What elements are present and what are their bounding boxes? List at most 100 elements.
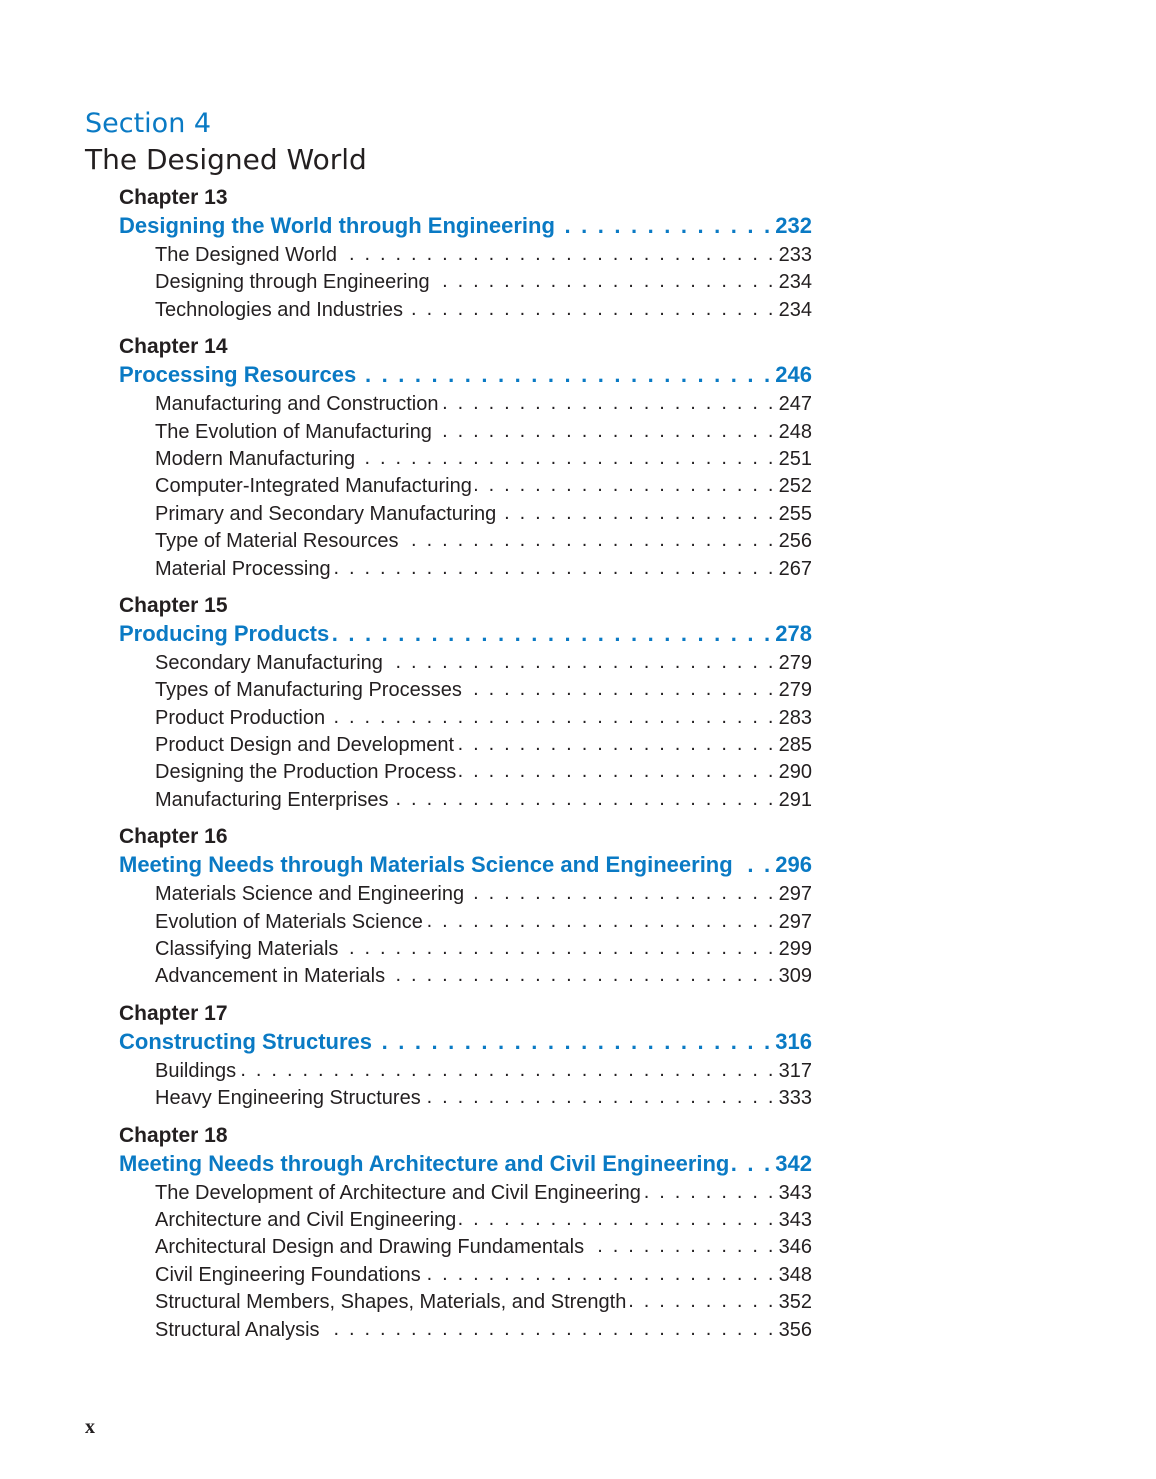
dot-leader	[435, 418, 776, 438]
dot-leader	[459, 758, 775, 778]
dot-leader	[587, 1233, 776, 1253]
dot-leader	[239, 1057, 775, 1077]
toc-entry[interactable]: Manufacturing Enterprises 291	[119, 786, 812, 813]
entry-page-number: 255	[778, 502, 812, 525]
toc-entry[interactable]: Computer-Integrated Manufacturing 252	[119, 472, 812, 499]
toc-entry[interactable]: Product Design and Development 285	[119, 731, 812, 758]
toc-entry[interactable]: Civil Engineering Foundations 348	[119, 1261, 812, 1288]
dot-leader	[467, 880, 776, 900]
toc-entry[interactable]: Product Production 283	[119, 704, 812, 731]
chapter-block: Chapter 13 Designing the World through E…	[119, 184, 812, 323]
entry-page-number: 356	[778, 1318, 812, 1341]
entry-title: Civil Engineering Foundations	[155, 1263, 421, 1286]
chapter-block: Chapter 18 Meeting Needs through Archite…	[119, 1122, 812, 1343]
dot-leader	[359, 360, 772, 382]
table-of-contents: Chapter 13 Designing the World through E…	[119, 184, 812, 1353]
dot-leader	[332, 619, 772, 641]
toc-entry[interactable]: Heavy Engineering Structures 333	[119, 1084, 812, 1111]
chapter-label: Chapter 13	[119, 186, 228, 209]
entry-page-number: 346	[778, 1236, 812, 1259]
dot-leader	[341, 935, 775, 955]
chapter-title-entry[interactable]: Meeting Needs through Materials Science …	[119, 850, 812, 879]
toc-entry[interactable]: Technologies and Industries 234	[119, 296, 812, 323]
dot-leader	[732, 1149, 772, 1171]
entry-title: Manufacturing and Construction	[155, 393, 439, 416]
entry-title: Designing through Engineering	[155, 271, 430, 294]
entry-title: Classifying Materials	[155, 938, 339, 961]
entry-page-number: 348	[778, 1263, 812, 1286]
toc-entry[interactable]: Structural Analysis 356	[119, 1316, 812, 1343]
chapter-block: Chapter 17 Constructing Structures 316 B…	[119, 1000, 812, 1112]
entry-title: Evolution of Materials Science	[155, 910, 423, 933]
entry-title: Technologies and Industries	[155, 298, 403, 321]
entry-title: Modern Manufacturing	[155, 447, 356, 470]
chapter-block: Chapter 16 Meeting Needs through Materia…	[119, 823, 812, 990]
page-folio: x	[85, 1416, 95, 1438]
entry-page-number: 285	[778, 734, 812, 757]
toc-entry[interactable]: Evolution of Materials Science 297	[119, 908, 812, 935]
toc-entry[interactable]: Designing the Production Process 290	[119, 758, 812, 785]
toc-entry[interactable]: Materials Science and Engineering 297	[119, 880, 812, 907]
toc-entry[interactable]: Modern Manufacturing 251	[119, 445, 812, 472]
dot-leader	[499, 500, 775, 520]
toc-entry[interactable]: Structural Members, Shapes, Materials, a…	[119, 1288, 812, 1315]
entry-page-number: 279	[778, 679, 812, 702]
toc-entry[interactable]: Advancement in Materials 309	[119, 962, 812, 989]
toc-entry[interactable]: Buildings 317	[119, 1057, 812, 1084]
chapter-label: Chapter 15	[119, 593, 228, 617]
entry-title: Primary and Secondary Manufacturing	[155, 502, 497, 525]
dot-leader	[457, 731, 776, 751]
dot-leader	[334, 555, 776, 575]
toc-entry[interactable]: Architecture and Civil Engineering 343	[119, 1206, 812, 1233]
toc-entry[interactable]: Manufacturing and Construction 247	[119, 390, 812, 417]
entry-page-number: 343	[778, 1181, 812, 1204]
dot-leader	[401, 527, 775, 547]
chapter-title: Meeting Needs through Architecture and C…	[119, 1150, 730, 1176]
entry-title: Architecture and Civil Engineering	[155, 1208, 457, 1231]
toc-entry[interactable]: Primary and Secondary Manufacturing 255	[119, 500, 812, 527]
entry-page-number: 309	[778, 965, 812, 988]
entry-title: Structural Analysis	[155, 1318, 320, 1341]
entry-title: Designing the Production Process	[155, 761, 457, 784]
toc-entry[interactable]: Types of Manufacturing Processes 279	[119, 676, 812, 703]
dot-leader	[475, 472, 776, 492]
entry-page-number: 343	[778, 1208, 812, 1231]
dot-leader	[388, 962, 776, 982]
chapter-title-entry[interactable]: Designing the World through Engineering …	[119, 211, 812, 240]
chapter-title: Processing Resources	[119, 362, 357, 388]
toc-entry[interactable]: Classifying Materials 299	[119, 935, 812, 962]
toc-entry[interactable]: Secondary Manufacturing 279	[119, 649, 812, 676]
chapter-title-entry[interactable]: Meeting Needs through Architecture and C…	[119, 1149, 812, 1178]
section-label: Section 4	[85, 108, 212, 139]
entry-title: The Designed World	[155, 244, 337, 266]
chapter-title-entry[interactable]: Constructing Structures 316	[119, 1027, 812, 1056]
chapter-label: Chapter 17	[119, 1001, 228, 1025]
toc-entry[interactable]: Material Processing 267	[119, 555, 812, 582]
dot-leader	[736, 850, 773, 872]
chapter-title-entry[interactable]: Producing Products 278	[119, 619, 812, 648]
entry-title: Types of Manufacturing Processes	[155, 679, 462, 702]
entry-title: Advancement in Materials	[155, 965, 386, 988]
chapter-title: Designing the World through Engineering	[119, 213, 555, 238]
chapter-block: Chapter 14 Processing Resources 246 Manu…	[119, 333, 812, 582]
entry-title: Type of Material Resources	[155, 530, 399, 553]
entry-page-number: 234	[778, 271, 812, 294]
chapter-label: Chapter 14	[119, 335, 228, 359]
entry-page-number: 352	[778, 1291, 812, 1314]
entry-page-number: 299	[778, 938, 812, 961]
toc-entry[interactable]: The Designed World 233	[119, 241, 812, 268]
toc-entry[interactable]: Type of Material Resources 256	[119, 527, 812, 554]
toc-entry[interactable]: The Evolution of Manufacturing 248	[119, 418, 812, 445]
toc-entry[interactable]: Designing through Engineering 234	[119, 268, 812, 295]
chapter-block: Chapter 15 Producing Products 278 Second…	[119, 592, 812, 813]
entry-page-number: 279	[778, 651, 812, 674]
entry-title: The Evolution of Manufacturing	[155, 420, 432, 443]
dot-leader	[340, 241, 776, 261]
entry-title: Structural Members, Shapes, Materials, a…	[155, 1291, 627, 1314]
toc-entry[interactable]: The Development of Architecture and Civi…	[119, 1179, 812, 1206]
dot-leader	[391, 786, 775, 806]
entry-page-number: 248	[778, 420, 812, 443]
dot-leader	[459, 1206, 775, 1226]
toc-entry[interactable]: Architectural Design and Drawing Fundame…	[119, 1233, 812, 1260]
chapter-title-entry[interactable]: Processing Resources 246	[119, 360, 812, 389]
